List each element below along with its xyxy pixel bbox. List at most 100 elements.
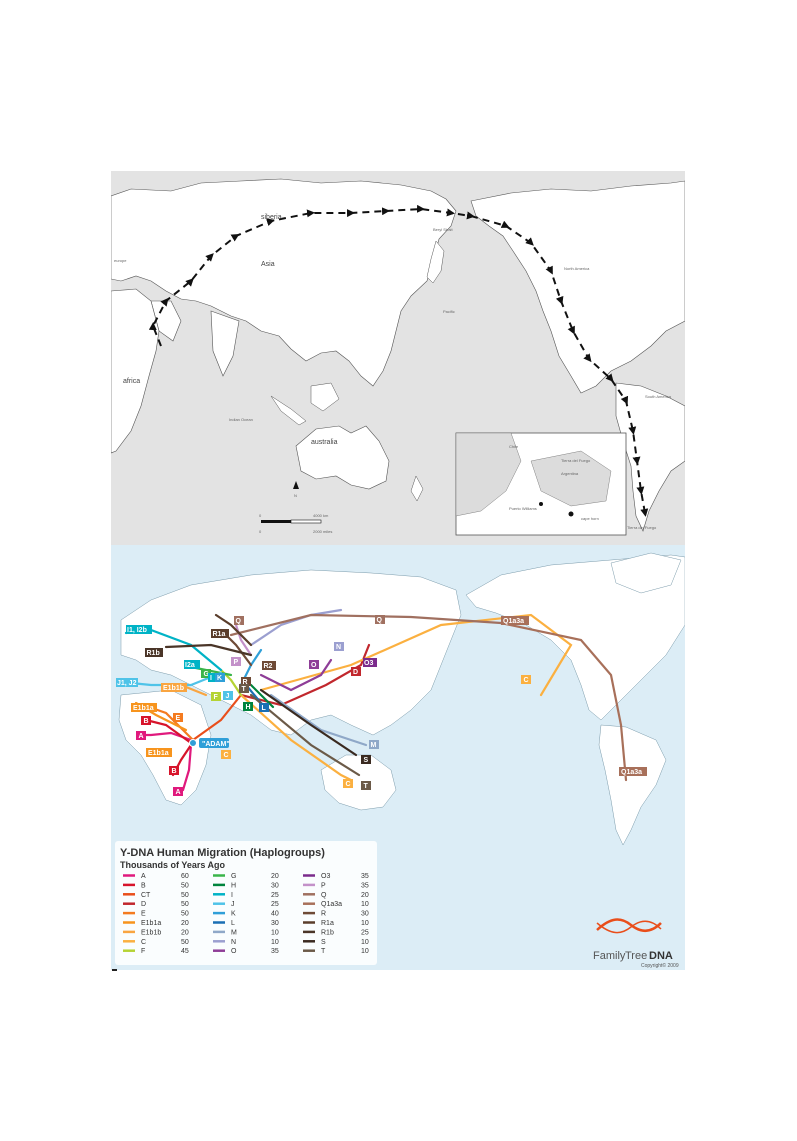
legend-key: H [231,882,236,889]
legend-item-r1b: R1b 25 [303,929,369,936]
path-Q [229,613,503,637]
haplogroup-tags: A A B B E1b1a E1b1a E1b1b E C C C F G H … [116,615,647,796]
legend-item-p: P 35 [303,882,369,889]
label-indian-ocean: Indian Ocean [229,417,253,422]
scale-zero-km: 0 [259,513,262,518]
inset-label-chile: Chile [509,444,519,449]
path-CT [191,693,243,742]
tag-m: M [371,742,377,749]
legend-key: I [231,892,233,899]
legend-item-o: O 35 [213,948,279,955]
legend-value: 50 [181,939,189,946]
legend-item-e: E 50 [123,911,189,918]
legend-value: 20 [181,920,189,927]
tag-r1a: R1a [213,631,226,638]
legend-key: B [141,882,146,889]
logo-copyright: Copyright© 2009 [641,962,679,969]
legend-key: D [141,901,146,908]
tag-i1-i2b: I1, I2b [127,627,147,634]
legend-key: G [231,873,236,880]
legend-item-j: J 25 [213,901,279,908]
tag-e1b1a: E1b1a [133,705,154,712]
tag-d: D [353,669,358,676]
scale-zero-miles: 0 [259,529,262,534]
familytreedna-logo: Family Tree DNA Copyright© 2009 [593,918,679,969]
tag-o3: O3 [364,660,373,667]
tag-h: H [246,704,251,711]
tag-t: T [364,783,369,790]
path-R1a [214,613,253,647]
path-R1b [164,643,253,657]
south-america-land [598,724,667,846]
legend-value: 30 [361,911,369,918]
scale-bar: 0 4000 km 0 2000 miles [259,513,332,534]
legend-value: 10 [361,920,369,927]
tag-b: B [144,718,149,725]
legend-item-g: G 20 [213,873,279,880]
tag-q: Q [236,618,242,625]
legend-key: O [231,948,237,955]
legend-item-c: C 50 [123,939,189,946]
cape-horn-marker [568,511,574,517]
label-siberia: siberia [261,214,282,221]
legend-key: R1a [321,920,334,927]
tag-g: G [204,671,210,678]
legend-value: 20 [361,892,369,899]
migration-route-eurasia [148,204,475,347]
tag-e1b1b: E1b1b [163,685,184,692]
legend-key: L [231,920,235,927]
legend-item-e1b1b: E1b1b 20 [123,929,189,936]
australia-landmass [295,425,390,490]
legend-value: 20 [181,929,189,936]
legend-key: O3 [321,873,330,880]
legend-key: J [231,901,235,908]
logo-dna: DNA [649,950,673,962]
tag-n: N [336,644,341,651]
tag-j1-j2: J1, J2 [117,680,137,687]
tag-f: F [214,694,219,701]
legend-item-l: L 30 [213,920,279,927]
tag-i2a: I2a [185,662,195,669]
legend-key: R1b [321,929,334,936]
tag-b-south: B [172,768,177,775]
tag-q-east: Q [377,617,383,624]
legend-item-k: K 40 [213,911,279,918]
legend-value: 10 [361,939,369,946]
legend-value: 20 [271,873,279,880]
legend-key: Q1a3a [321,901,342,908]
legend-item-i: I 25 [213,892,279,899]
africa-landmass [111,288,160,454]
legend-value: 25 [271,892,279,899]
legend-value: 25 [271,901,279,908]
legend-item-f: F 45 [123,948,189,955]
legend-key: Q [321,892,327,899]
path-C [239,693,353,782]
scale-miles: 2000 miles [313,529,332,534]
tag-s: S [364,757,369,764]
legend-item-h: H 30 [213,882,279,889]
legend-value: 10 [361,901,369,908]
north-label: N [294,493,297,498]
legend-item-o3: O3 35 [303,873,369,880]
legend-item-s: S 10 [303,939,369,946]
tag-r: R [243,679,248,686]
legend-value: 50 [181,911,189,918]
legend-entries: A 60 B 50 CT 50 D 50 E 50 E1b1a 20 E1b1b 20 C 50 F 45 G 20 H… [123,873,369,955]
legend-item-r1a: R1a 10 [303,920,369,927]
corner-mark [112,969,117,971]
north-arrow-icon [293,481,299,489]
adam-label: "ADAM" [202,741,230,748]
tag-e: E [176,715,181,722]
legend-item-r: R 30 [303,911,369,918]
inset-tierra-del-fuego: Chile Argentina Tierra del Fuego Puerto … [455,432,627,536]
legend-value: 35 [361,873,369,880]
legend-key: CT [141,892,151,899]
legend-value: 50 [181,892,189,899]
legend-box: Y-DNA Human Migration (Haplogroups) Thou… [115,841,377,965]
tag-c: C [224,752,229,759]
australia-land [320,754,397,811]
tag-a-south: A [176,789,181,796]
label-pacific: Pacific [443,309,455,314]
legend-key: E1b1a [141,920,161,927]
tag-p: P [234,659,239,666]
